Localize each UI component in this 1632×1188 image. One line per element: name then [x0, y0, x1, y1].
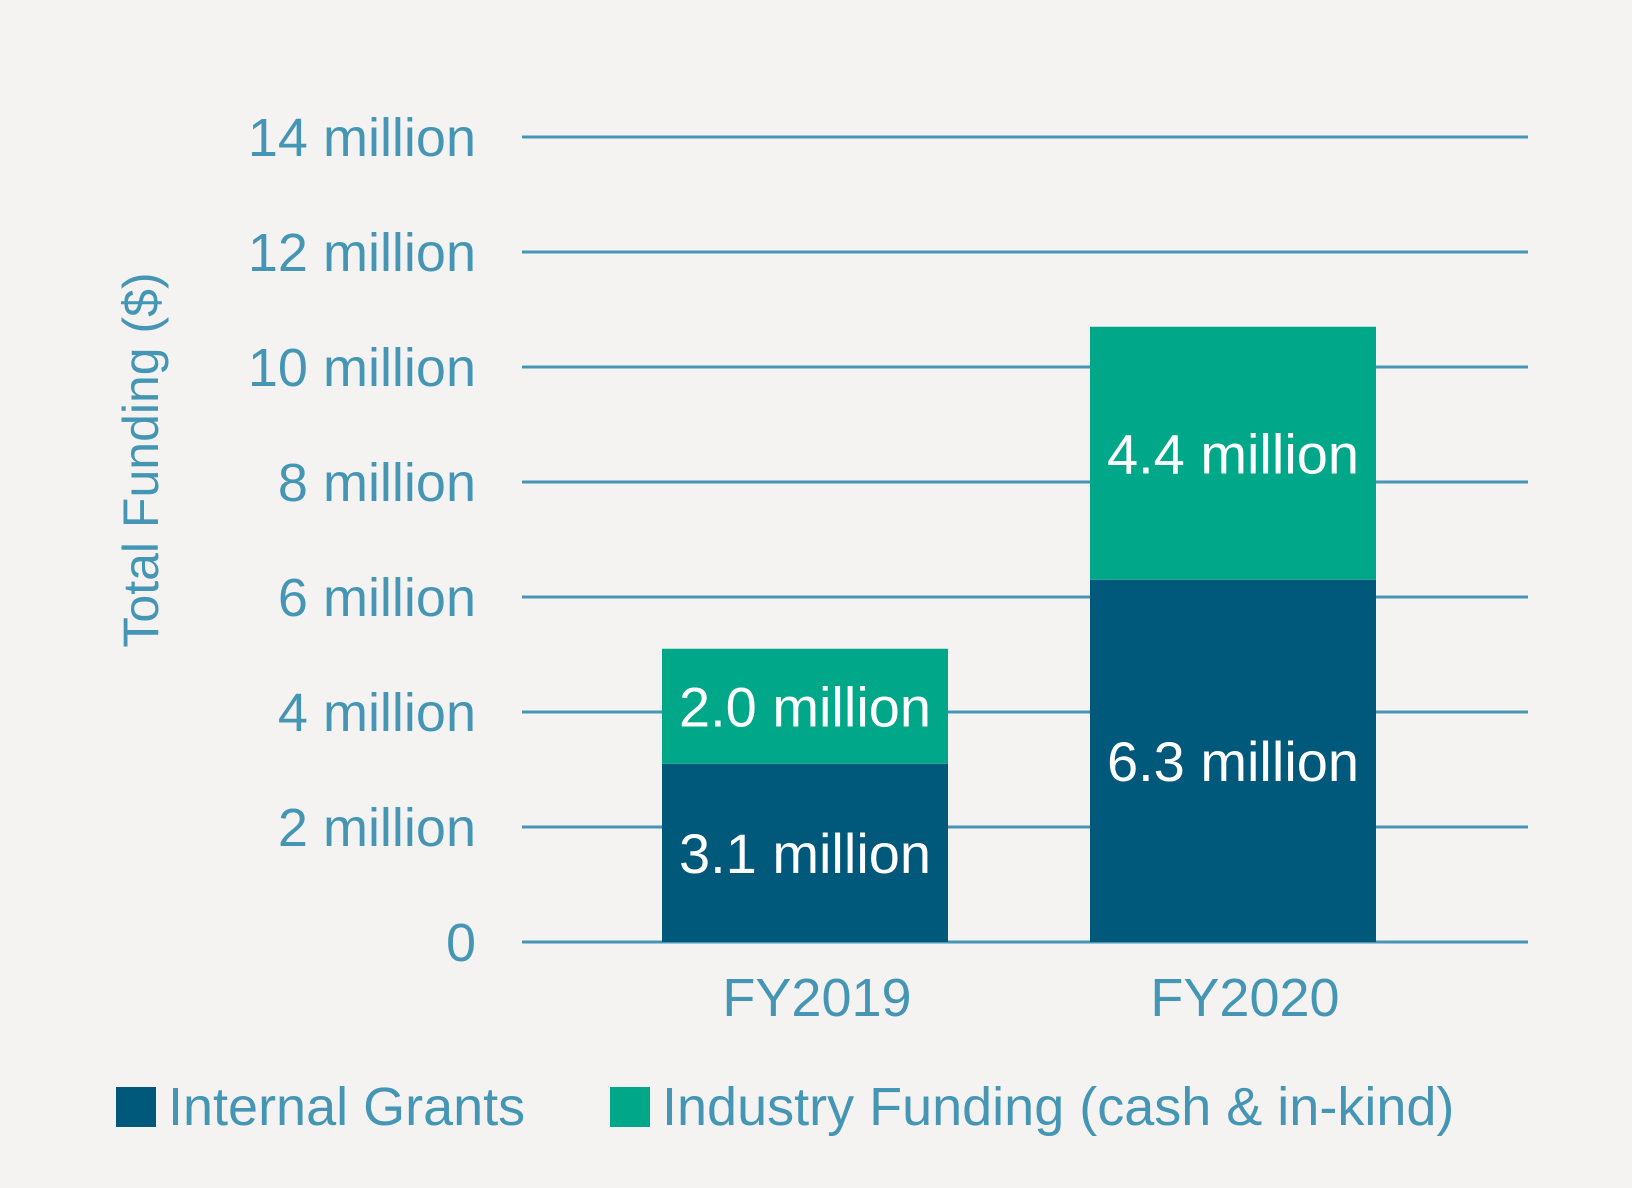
y-tick-label: 0: [446, 913, 476, 973]
y-tick-label: 14 million: [248, 108, 476, 168]
x-tick-label: FY2019: [722, 968, 911, 1028]
data-label: 4.4 million: [1107, 422, 1359, 485]
legend-swatch-industry-funding: [610, 1087, 650, 1127]
bar-segment: [662, 763, 948, 942]
legend-label-industry-funding: Industry Funding (cash & in-kind): [662, 1077, 1455, 1137]
data-label: 2.0 million: [679, 675, 931, 738]
y-tick-labels: 0 2 million 4 million 6 million 8 million 10 …: [248, 108, 476, 973]
y-tick-label: 6 million: [278, 568, 476, 628]
bar-segment: [1090, 326, 1376, 580]
y-tick-label: 10 million: [248, 338, 476, 398]
y-tick-label: 4 million: [278, 683, 476, 743]
bars: 3.1 million 2.0 million 6.3 million 4.4 mil…: [662, 326, 1376, 942]
legend-swatch-internal-grants: [116, 1087, 156, 1127]
legend-label-internal-grants: Internal Grants: [168, 1077, 526, 1137]
y-tick-label: 12 million: [248, 223, 476, 283]
bar-segment: [1090, 579, 1376, 942]
y-tick-label: 2 million: [278, 798, 476, 858]
legend-item-internal-grants: Internal Grants: [116, 1062, 525, 1152]
data-label: 6.3 million: [1107, 730, 1359, 793]
x-tick-labels: FY2019 FY2020: [722, 968, 1339, 1028]
data-label: 3.1 million: [679, 822, 931, 885]
x-tick-label: FY2020: [1150, 968, 1339, 1028]
y-tick-label: 8 million: [278, 453, 476, 513]
y-axis-label: Total Funding ($): [113, 272, 169, 647]
bar-segment: [662, 648, 948, 764]
legend: Internal Grants Industry Funding (cash &…: [0, 1062, 1632, 1152]
legend-item-industry-funding: Industry Funding (cash & in-kind): [610, 1062, 1454, 1152]
